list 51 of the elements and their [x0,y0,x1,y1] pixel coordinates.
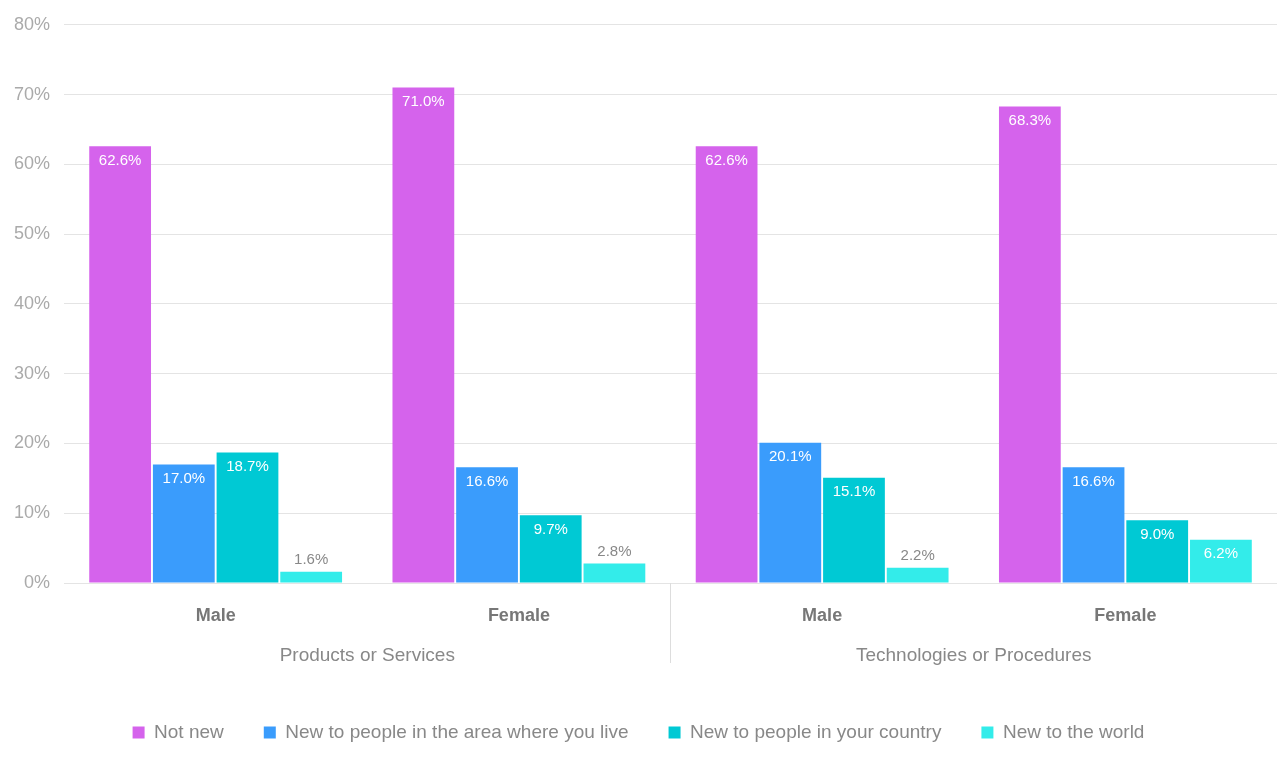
bar [89,146,152,583]
data-label: 2.8% [597,542,632,560]
y-tick-label: 50% [14,223,51,244]
x-tick-label: Female [487,604,550,625]
bar [152,464,215,583]
data-label: 20.1% [769,447,812,465]
y-tick-label: 10% [14,502,51,523]
y-tick-label: 20% [14,432,51,453]
bar [280,571,343,583]
data-label: 1.6% [294,550,329,568]
y-tick-label: 80% [14,13,51,34]
legend-label: New to people in the area where you live [285,720,629,742]
legend-label: New to people in your country [690,720,942,742]
bar [998,106,1061,583]
data-label: 16.6% [1072,471,1115,489]
data-label: 9.7% [533,519,568,537]
data-label: 18.7% [226,457,269,475]
data-label: 62.6% [98,150,142,168]
data-label: 9.0% [1140,524,1175,542]
y-tick-label: 60% [14,153,51,174]
data-label: 62.6% [705,150,748,168]
bar [1190,539,1252,583]
data-label: 68.3% [1008,111,1052,129]
x-tick-label: Male [802,604,843,625]
text: Technologies or Procedures [855,644,1092,666]
data-label: 71.0% [402,92,445,110]
data-label: 6.2% [1203,544,1238,562]
bar [1062,467,1125,583]
bar [583,563,646,583]
bar [823,477,885,583]
y-tick-label: 0% [24,571,51,592]
legend-label: Not new [154,720,225,742]
bar [695,146,758,583]
bar [392,87,455,583]
bar [216,452,279,583]
text: Products or Services [279,644,455,666]
y-tick-label: 30% [14,362,51,383]
y-tick-label: 40% [14,292,51,313]
bar [1126,520,1189,583]
data-label: 16.6% [465,471,509,489]
data-label: 2.2% [900,546,935,564]
legend-label: New to the world [1002,720,1145,742]
data-label: 15.1% [832,482,876,500]
data-label: 17.0% [162,469,206,487]
bar [759,442,822,583]
bar [456,467,518,583]
bar [886,567,949,583]
bar [519,515,582,583]
y-tick-label: 70% [14,83,51,104]
x-tick-label: Male [195,604,236,625]
x-tick-label: Female [1094,604,1157,625]
